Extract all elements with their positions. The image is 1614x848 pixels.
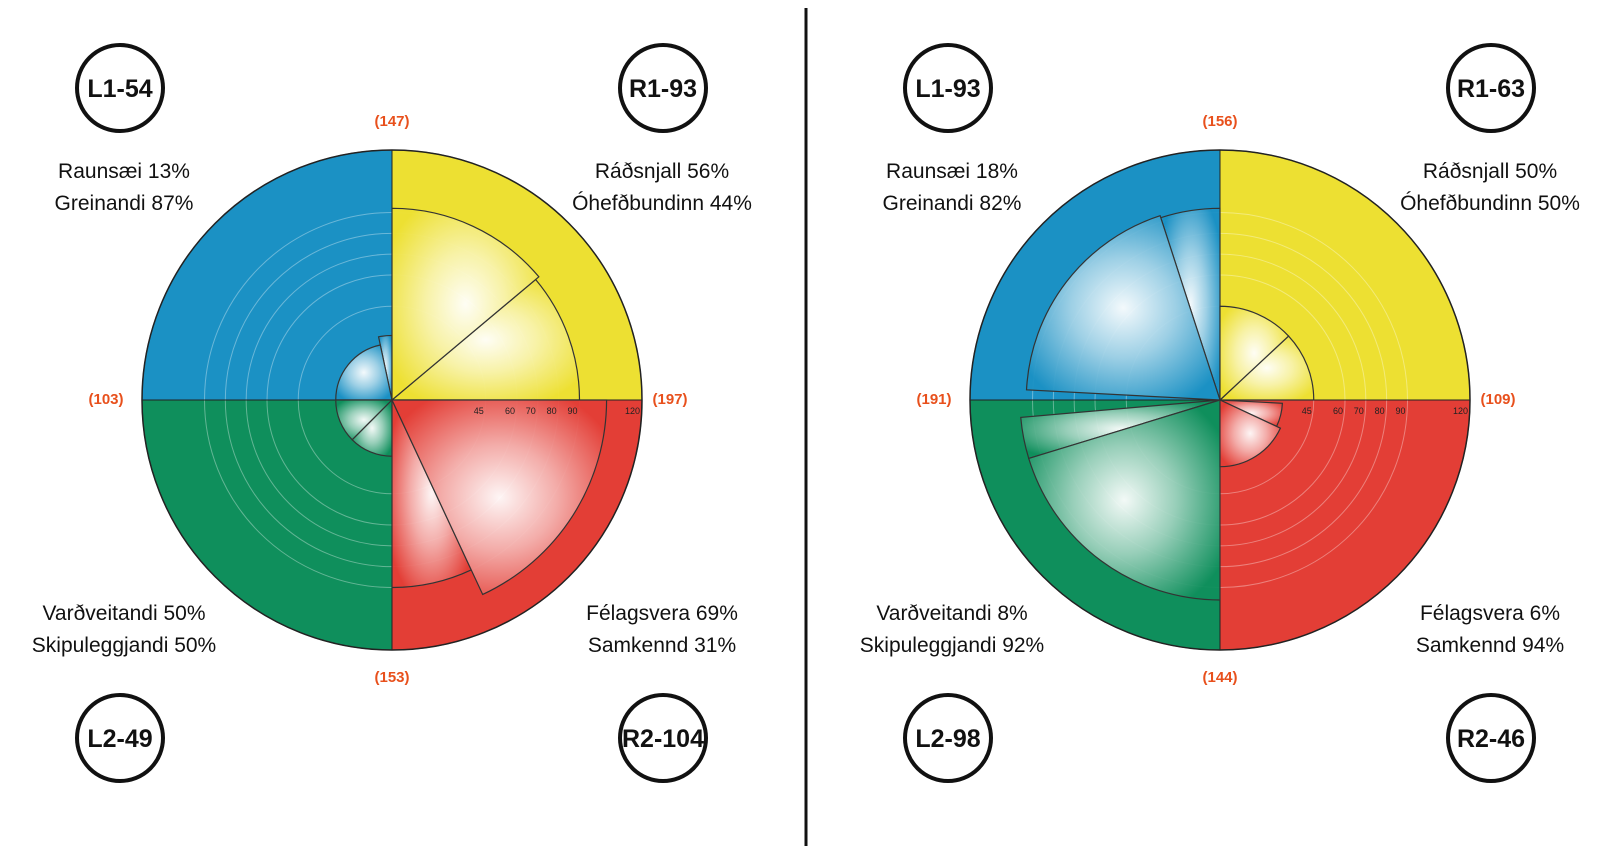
- wedge-top-left-2: [1025, 214, 1221, 401]
- quadrant-percent-label: Félagsvera 6%: [1420, 602, 1560, 625]
- badge-label: R1-63: [1457, 75, 1525, 103]
- quadrant-percent-label: Skipuleggjandi 92%: [860, 634, 1044, 657]
- badge-top-right: R1-63: [1446, 43, 1536, 133]
- tick-label: 70: [526, 406, 536, 416]
- badge-bottom-left: L2-98: [903, 693, 993, 783]
- wedge-bottom-right-8: [391, 399, 608, 596]
- quadrant-percent-label: Raunsæi 18%: [886, 160, 1018, 183]
- badge-bottom-left: L2-49: [75, 693, 165, 783]
- tick-label: 70: [1354, 406, 1364, 416]
- total-top: (156): [1202, 113, 1237, 130]
- badge-top-left: L1-54: [75, 43, 165, 133]
- tick-label: 90: [567, 406, 577, 416]
- quadrant-percent-label: Varðveitandi 50%: [42, 602, 205, 625]
- wedge-top-right-4: [1219, 305, 1290, 402]
- total-top: (147): [374, 113, 409, 130]
- tick-label: 60: [505, 406, 515, 416]
- wedge-top-right-3: [1218, 335, 1315, 401]
- total-bottom: (144): [1202, 669, 1237, 686]
- quadrant-percent-label: Ráðsnjall 50%: [1423, 160, 1557, 183]
- badge-bottom-right: R2-104: [618, 693, 708, 783]
- quadrant-percent-label: Óhefðbundinn 44%: [572, 192, 752, 215]
- badge-circle: [1446, 43, 1536, 133]
- quadrant-percent-label: Varðveitandi 8%: [876, 602, 1027, 625]
- total-right: (197): [652, 391, 687, 408]
- badge-top-right: R1-93: [618, 43, 708, 133]
- quadrant-percent-label: Félagsvera 69%: [586, 602, 738, 625]
- tick-label: 80: [547, 406, 557, 416]
- polar-chart-2: 45 60 70 80 90 120 L1-93 Raunsæi 18% Greinandi 8…: [860, 43, 1580, 783]
- quadrant-percent-label: Skipuleggjandi 50%: [32, 634, 216, 657]
- quadrant-percent-label: Greinandi 82%: [883, 192, 1022, 215]
- total-bottom: (153): [374, 669, 409, 686]
- tick-label: 45: [474, 406, 484, 416]
- quadrant-percent-label: Raunsæi 13%: [58, 160, 190, 183]
- badge-top-left: L1-93: [903, 43, 993, 133]
- badge-label: R2-104: [622, 725, 704, 753]
- badge-label: L1-93: [915, 75, 980, 103]
- badge-label: R2-46: [1457, 725, 1525, 753]
- total-right: (109): [1480, 391, 1515, 408]
- badge-circle: [1446, 693, 1536, 783]
- total-left: (191): [916, 391, 951, 408]
- badge-label: L2-98: [915, 725, 980, 753]
- wedge-bottom-left-6: [1027, 399, 1221, 601]
- badge-circle: [75, 693, 165, 783]
- quadrant-percent-label: Samkennd 31%: [588, 634, 736, 657]
- badge-label: L1-54: [87, 75, 152, 103]
- wedge-bottom-right-8: [1219, 399, 1282, 468]
- tick-label: 60: [1333, 406, 1343, 416]
- badge-label: L2-49: [87, 725, 152, 753]
- badge-circle: [903, 693, 993, 783]
- badge-bottom-right: R2-46: [1446, 693, 1536, 783]
- tick-label: 120: [625, 406, 640, 416]
- badge-circle: [903, 43, 993, 133]
- badge-circle: [618, 43, 708, 133]
- tick-label: 45: [1302, 406, 1312, 416]
- badge-label: R1-93: [629, 75, 697, 103]
- wedge-top-right-3: [390, 278, 581, 401]
- tick-label: 80: [1375, 406, 1385, 416]
- quadrant-percent-label: Óhefðbundinn 50%: [1400, 192, 1580, 215]
- badge-circle: [618, 693, 708, 783]
- tick-label: 120: [1453, 406, 1468, 416]
- quadrant-percent-label: Samkennd 94%: [1416, 634, 1564, 657]
- polar-chart-1: 45 60 70 80 90 120 L1-54 Raunsæi 13% Greinandi 8…: [32, 43, 752, 783]
- wedge-top-right-4: [391, 207, 540, 402]
- wedge-top-left-2: [335, 344, 393, 401]
- tick-label: 90: [1395, 406, 1405, 416]
- quadrant-percent-label: Greinandi 87%: [55, 192, 194, 215]
- badge-circle: [75, 43, 165, 133]
- quadrant-percent-label: Ráðsnjall 56%: [595, 160, 729, 183]
- total-left: (103): [88, 391, 123, 408]
